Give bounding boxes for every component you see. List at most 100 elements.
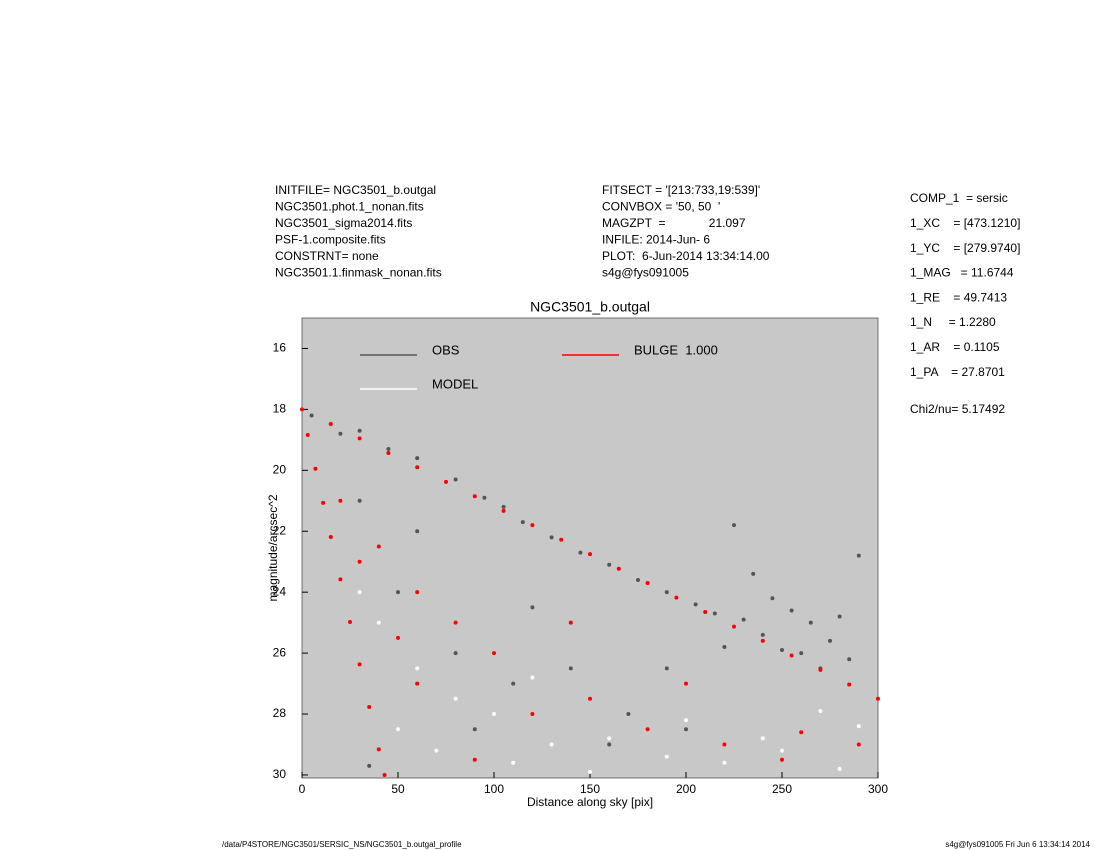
- info-left: NGC3501.phot.1_nonan.fits: [275, 200, 424, 214]
- data-point: [338, 431, 343, 436]
- data-point: [760, 632, 765, 637]
- info-middle: s4g@fys091005: [602, 266, 689, 280]
- data-point: [588, 552, 592, 557]
- data-point: [376, 747, 381, 752]
- x-tick-label: 0: [299, 782, 306, 796]
- data-point: [549, 535, 554, 540]
- data-point: [684, 727, 688, 732]
- data-point: [396, 590, 400, 595]
- data-point: [722, 760, 727, 765]
- data-point: [818, 708, 823, 713]
- data-point: [664, 590, 669, 595]
- data-point: [760, 638, 765, 643]
- data-point: [501, 504, 506, 509]
- data-point: [357, 559, 362, 564]
- data-point: [856, 553, 861, 558]
- data-point: [607, 742, 612, 747]
- fit-param: 1_PA = 27.8701: [910, 365, 1005, 379]
- data-point: [837, 766, 842, 771]
- legend-label: OBS: [432, 342, 460, 357]
- data-point: [328, 535, 333, 540]
- data-point: [751, 571, 756, 576]
- footer-left: /data/P4STORE/NGC3501/SERSIC_NS/NGC3501_…: [222, 840, 462, 849]
- data-point: [847, 657, 852, 662]
- data-point: [722, 645, 727, 650]
- data-point: [396, 727, 400, 732]
- data-point: [626, 712, 631, 717]
- data-point: [357, 662, 362, 667]
- data-point: [530, 605, 535, 610]
- x-tick-label: 250: [772, 782, 792, 796]
- data-point: [300, 407, 304, 412]
- y-tick-label: 22: [273, 523, 287, 537]
- y-tick-label: 26: [273, 645, 287, 659]
- data-point: [645, 727, 650, 732]
- data-point: [453, 696, 458, 701]
- data-point: [376, 544, 381, 549]
- x-tick-label: 200: [676, 782, 696, 796]
- info-middle: CONVBOX = '50, 50 ': [602, 200, 720, 214]
- data-point: [492, 712, 496, 717]
- fit-param: 1_MAG = 11.6744: [910, 266, 1014, 280]
- x-tick-label: 100: [484, 782, 504, 796]
- data-point: [780, 757, 784, 762]
- data-point: [511, 681, 516, 686]
- data-point: [434, 748, 439, 753]
- data-point: [501, 508, 506, 513]
- data-point: [482, 495, 487, 500]
- plot-area: [301, 317, 879, 779]
- data-point: [415, 529, 420, 534]
- data-point: [415, 590, 420, 595]
- data-point: [472, 494, 477, 499]
- data-point: [530, 675, 535, 680]
- y-tick-label: 28: [273, 706, 287, 720]
- data-point: [568, 666, 573, 671]
- data-point: [305, 432, 310, 437]
- data-point: [386, 450, 391, 455]
- data-point: [568, 620, 573, 625]
- data-point: [520, 520, 525, 525]
- y-tick-label: 30: [273, 767, 287, 781]
- data-point: [559, 537, 564, 542]
- data-point: [415, 681, 420, 686]
- data-point: [789, 608, 794, 613]
- data-point: [760, 736, 765, 741]
- data-point: [321, 500, 326, 505]
- data-point: [386, 446, 391, 451]
- chart-title: NGC3501_b.outgal: [530, 299, 650, 315]
- chi2: Chi2/nu= 5.17492: [910, 402, 1005, 416]
- data-point: [338, 498, 343, 503]
- data-point: [876, 696, 880, 701]
- data-point: [799, 730, 804, 735]
- fit-param: 1_YC = [279.9740]: [910, 241, 1020, 255]
- data-point: [741, 617, 746, 622]
- data-point: [415, 465, 420, 470]
- data-point: [607, 562, 612, 567]
- data-point: [530, 712, 535, 717]
- data-point: [674, 595, 679, 600]
- data-point: [357, 428, 362, 433]
- fit-param: COMP_1 = sersic: [910, 191, 1008, 205]
- data-point: [789, 653, 794, 658]
- data-point: [837, 614, 842, 619]
- data-point: [578, 550, 583, 555]
- data-point: [780, 748, 784, 753]
- data-point: [357, 436, 362, 441]
- data-point: [472, 727, 477, 732]
- info-middle: PLOT: 6-Jun-2014 13:34:14.00: [602, 249, 770, 263]
- data-point: [376, 620, 381, 625]
- y-tick-label: 18: [273, 402, 287, 416]
- y-tick-label: 16: [273, 341, 287, 355]
- y-tick-label: 20: [273, 462, 287, 476]
- data-point: [684, 681, 688, 686]
- data-point: [732, 523, 736, 528]
- x-tick-label: 50: [391, 782, 405, 796]
- data-point: [645, 581, 650, 586]
- fit-param: 1_AR = 0.1105: [910, 340, 1000, 354]
- data-point: [492, 651, 496, 656]
- data-point: [732, 624, 736, 629]
- data-point: [799, 651, 804, 656]
- data-point: [828, 638, 832, 643]
- info-left: INITFILE= NGC3501_b.outgal: [275, 183, 436, 197]
- legend-label: MODEL: [432, 376, 478, 391]
